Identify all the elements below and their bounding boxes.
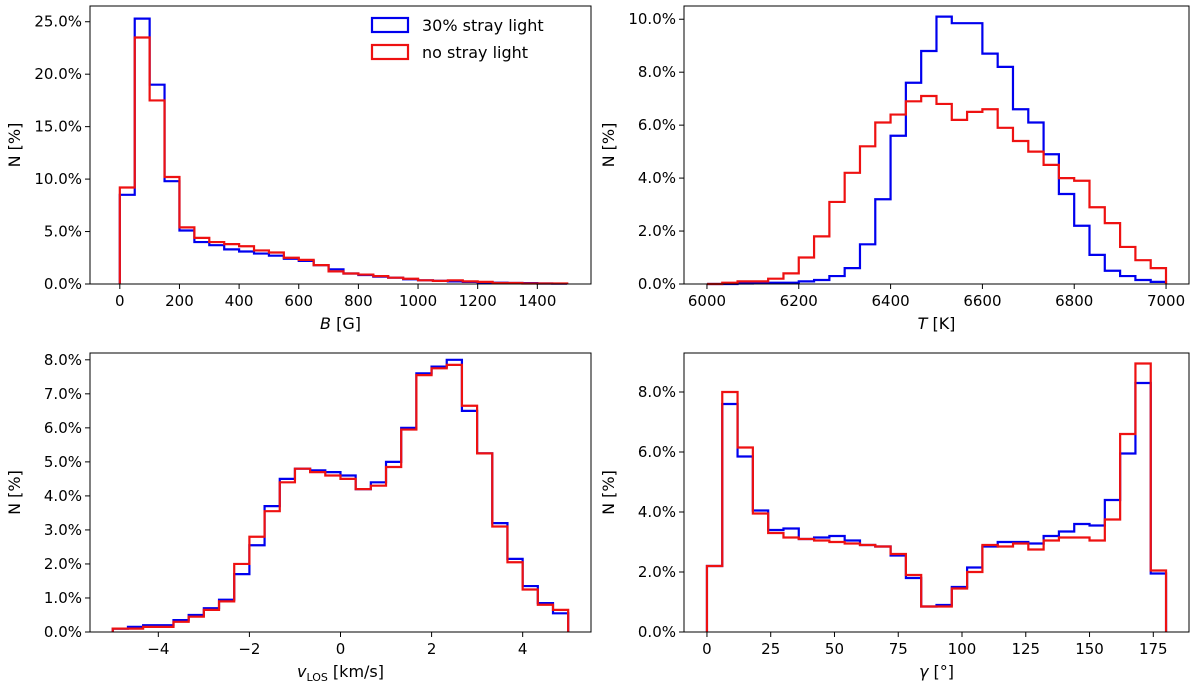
x-tick-label: 175 — [1139, 640, 1168, 658]
legend-swatch-1 — [370, 43, 410, 61]
panel-T: 6000 6200 6400 6600 6800 7000 0.0% 2.0% 4.0% 6.0%… — [599, 5, 1190, 333]
y-tick-label: 5.0% — [44, 453, 82, 471]
x-tick-label: 0 — [702, 640, 712, 658]
x-tick-label: −4 — [147, 640, 169, 658]
panel-B: 0 200 400 600 800 1000 1200 1400 0.0% 5.0% 10.0% 15… — [5, 5, 592, 333]
x-axis-label: T [K] — [918, 314, 956, 333]
y-tick-label: 0.0% — [638, 275, 676, 293]
x-axis-label-subscript: LOS — [306, 671, 327, 684]
x-tick-label: −2 — [238, 640, 260, 658]
y-tick-label: 2.0% — [638, 222, 676, 240]
plot-frame — [683, 5, 1190, 285]
y-tick-label: 6.0% — [638, 443, 676, 461]
x-axis-label-symbol: B — [320, 314, 331, 333]
x-tick-label: 6800 — [1055, 292, 1093, 310]
x-tick-label: 150 — [1075, 640, 1104, 658]
x-tick-label: 50 — [825, 640, 844, 658]
legend-label-0: 30% stray light — [422, 16, 544, 35]
y-tick-label: 6.0% — [44, 419, 82, 437]
x-tick-label: 2 — [427, 640, 437, 658]
x-tick-label: 400 — [225, 292, 254, 310]
y-tick-label: 4.0% — [638, 503, 676, 521]
x-tick-label: 75 — [889, 640, 908, 658]
x-tick-label: 4 — [518, 640, 528, 658]
y-tick-label: 1.0% — [44, 589, 82, 607]
x-tick-label: 1400 — [518, 292, 556, 310]
series-line-B-1 — [118, 36, 569, 285]
y-tick-label: 15.0% — [34, 118, 82, 136]
y-axis-label: N [%] — [599, 123, 618, 168]
panel-gamma: 0 25 50 75 100 125 150 175 0.0% 2.0% 4.0% 6.0% 8.0% γ… — [599, 352, 1190, 681]
x-axis-label-symbol: T — [918, 314, 929, 333]
series-line-T-1 — [706, 94, 1168, 286]
y-tick-label: 8.0% — [638, 383, 676, 401]
x-tick-label: 100 — [948, 640, 977, 658]
y-tick-label: 7.0% — [44, 385, 82, 403]
y-axis-label: N [%] — [599, 470, 618, 515]
x-tick-label: 800 — [344, 292, 373, 310]
y-tick-label: 0.0% — [638, 623, 676, 641]
x-tick-label: 6600 — [963, 292, 1001, 310]
series-line-vlos-1 — [111, 363, 570, 632]
y-axis-label: N [%] — [5, 470, 24, 515]
x-axis-label: B [G] — [320, 314, 361, 333]
y-tick-label: 3.0% — [44, 521, 82, 539]
x-tick-label: 25 — [761, 640, 780, 658]
y-tick-label: 20.0% — [34, 65, 82, 83]
x-tick-label: 0 — [115, 292, 125, 310]
x-axis-label: vLOS [km/s] — [297, 662, 384, 684]
x-tick-label: 7000 — [1147, 292, 1185, 310]
x-axis-label-unit: [km/s] — [328, 662, 384, 681]
x-axis-label: γ [°] — [919, 662, 954, 681]
y-tick-label: 25.0% — [34, 13, 82, 31]
x-axis-label-symbol: v — [297, 662, 307, 681]
x-tick-label: 1000 — [399, 292, 437, 310]
series-line-vlos-0 — [111, 358, 570, 632]
x-tick-label: 1200 — [459, 292, 497, 310]
x-tick-label: 200 — [165, 292, 194, 310]
series-line-gamma-0 — [705, 381, 1168, 632]
plot-frame — [89, 5, 592, 285]
x-tick-label: 0 — [336, 640, 346, 658]
x-axis-label-unit: [G] — [331, 314, 361, 333]
x-axis-label-unit: [°] — [928, 662, 954, 681]
x-tick-label: 6400 — [871, 292, 909, 310]
y-tick-label: 5.0% — [44, 223, 82, 241]
y-tick-label: 2.0% — [638, 563, 676, 581]
y-tick-label: 8.0% — [638, 63, 676, 81]
x-tick-label: 6000 — [688, 292, 726, 310]
y-tick-label: 10.0% — [628, 10, 676, 28]
series-line-gamma-1 — [705, 362, 1168, 632]
legend-swatch-0 — [370, 16, 410, 34]
plot-frame — [89, 352, 592, 633]
y-tick-label: 8.0% — [44, 351, 82, 369]
y-tick-label: 0.0% — [44, 275, 82, 293]
x-tick-label: 6200 — [780, 292, 818, 310]
y-tick-label: 6.0% — [638, 116, 676, 134]
plot-frame — [683, 352, 1190, 633]
x-axis-label-unit: [K] — [927, 314, 955, 333]
panel-vlos: −4 −2 0 2 4 0.0% 1.0% 2.0% 3.0% 4.0% 5.0% 6.0% 7.0% 8… — [5, 351, 592, 684]
legend-label-1: no stray light — [422, 43, 528, 62]
y-tick-label: 4.0% — [638, 169, 676, 187]
y-axis-label: N [%] — [5, 123, 24, 168]
series-line-T-0 — [706, 15, 1168, 286]
y-tick-label: 0.0% — [44, 623, 82, 641]
x-tick-label: 125 — [1011, 640, 1040, 658]
x-axis-label-symbol: γ — [919, 662, 930, 681]
legend: 30% stray light no stray light — [370, 16, 544, 62]
y-tick-label: 10.0% — [34, 170, 82, 188]
y-tick-label: 4.0% — [44, 487, 82, 505]
y-tick-label: 2.0% — [44, 555, 82, 573]
x-tick-label: 600 — [284, 292, 313, 310]
